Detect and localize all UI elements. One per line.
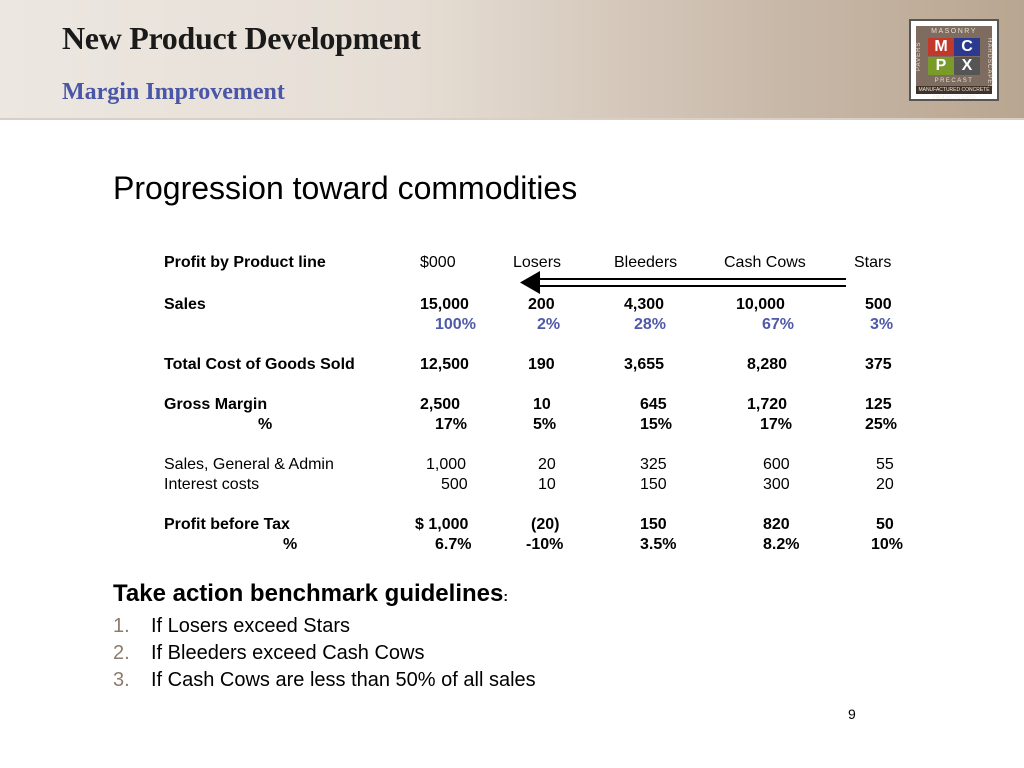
cogs-label: Total Cost of Goods Sold — [164, 356, 355, 373]
logo-tile-x: X — [954, 57, 980, 75]
sales-pct-cash-cows: 67% — [762, 316, 795, 333]
logo-right-text: HARDSCAPES — [986, 38, 992, 90]
guideline-item: 1. If Losers exceed Stars — [113, 615, 350, 638]
logo-tile-p: P — [928, 57, 954, 75]
left-arrow-icon — [520, 271, 846, 294]
table-header-unit: $000 — [420, 254, 456, 271]
gross-margin-total: 2,500 — [420, 396, 461, 413]
pbt-losers: (20) — [531, 516, 560, 533]
sga-label: Sales, General & Admin — [164, 456, 334, 473]
section-heading: Progression toward commodities — [113, 170, 578, 206]
gross-margin-label: Gross Margin — [164, 396, 268, 413]
guideline-item: 2. If Bleeders exceed Cash Cows — [113, 642, 424, 665]
sales-pct-total: 100% — [435, 316, 476, 333]
sales-pct-losers: 2% — [537, 316, 561, 333]
interest-total: 500 — [441, 476, 468, 493]
gross-margin-losers: 10 — [533, 396, 551, 413]
gross-margin-stars: 125 — [865, 396, 892, 413]
sga-bleeders: 325 — [640, 456, 667, 473]
pbt-label: Profit before Tax — [164, 516, 290, 533]
table-header-losers: Losers — [513, 254, 562, 271]
sga-cash-cows: 600 — [763, 456, 790, 473]
logo-body: MASONRY PAVERS HARDSCAPES M C P X PRECAS… — [916, 26, 992, 101]
sga-stars: 55 — [876, 456, 894, 473]
pbt-pct-total: 6.7% — [435, 536, 472, 553]
table-header-stars: Stars — [854, 254, 892, 271]
guideline-number: 1. — [113, 615, 130, 637]
logo-left-text: PAVERS — [916, 41, 922, 71]
gross-margin-pct-bleeders: 15% — [640, 416, 673, 433]
page-number: 9 — [848, 706, 856, 722]
gross-margin-pct-label: % — [258, 416, 273, 433]
gross-margin-cash-cows: 1,720 — [747, 396, 788, 413]
sales-pct-stars: 3% — [870, 316, 894, 333]
slide-title: New Product Development — [62, 20, 421, 56]
sga-losers: 20 — [538, 456, 556, 473]
pbt-pct-label: % — [283, 536, 298, 553]
interest-losers: 10 — [538, 476, 556, 493]
sga-total: 1,000 — [426, 456, 467, 473]
table-header-bleeders: Bleeders — [614, 254, 678, 271]
interest-bleeders: 150 — [640, 476, 667, 493]
pbt-bleeders: 150 — [640, 516, 667, 533]
gross-margin-bleeders: 645 — [640, 396, 667, 413]
table-header-label: Profit by Product line — [164, 254, 326, 271]
logo-tile-m: M — [928, 38, 954, 56]
sales-total: 15,000 — [420, 296, 469, 313]
pbt-pct-stars: 10% — [871, 536, 904, 553]
cogs-losers: 190 — [528, 356, 555, 373]
guideline-text: If Bleeders exceed Cash Cows — [151, 642, 425, 664]
gross-margin-pct-cash-cows: 17% — [760, 416, 793, 433]
guideline-item: 3. If Cash Cows are less than 50% of all … — [113, 669, 536, 692]
logo-top-text: MASONRY — [931, 28, 977, 35]
gross-margin-pct-stars: 25% — [865, 416, 898, 433]
pbt-total: $ 1,000 — [415, 516, 469, 533]
sales-stars: 500 — [865, 296, 892, 313]
logo-tile-c: C — [954, 38, 980, 56]
header-banner — [0, 0, 1024, 120]
interest-label: Interest costs — [164, 476, 260, 493]
sales-bleeders: 4,300 — [624, 296, 665, 313]
table-header-cash-cows: Cash Cows — [724, 254, 806, 271]
cogs-bleeders: 3,655 — [624, 356, 665, 373]
cogs-cash-cows: 8,280 — [747, 356, 788, 373]
gross-margin-pct-losers: 5% — [533, 416, 557, 433]
slide-subtitle: Margin Improvement — [62, 79, 285, 105]
cogs-total: 12,500 — [420, 356, 469, 373]
guideline-number: 2. — [113, 642, 130, 664]
cogs-stars: 375 — [865, 356, 892, 373]
guidelines-colon: : — [503, 588, 509, 604]
pbt-stars: 50 — [876, 516, 894, 533]
guidelines-title-text: Take action benchmark guidelines — [113, 580, 504, 607]
interest-stars: 20 — [876, 476, 894, 493]
guideline-number: 3. — [113, 669, 130, 691]
guidelines-title: Take action benchmark guidelines: — [113, 580, 508, 608]
pbt-pct-losers: -10% — [526, 536, 564, 553]
guideline-text: If Losers exceed Stars — [151, 615, 350, 637]
sales-losers: 200 — [528, 296, 555, 313]
pbt-pct-bleeders: 3.5% — [640, 536, 677, 553]
pbt-cash-cows: 820 — [763, 516, 790, 533]
mcpx-logo: MASONRY PAVERS HARDSCAPES M C P X PRECAS… — [909, 19, 999, 101]
sales-cash-cows: 10,000 — [736, 296, 785, 313]
gross-margin-pct-total: 17% — [435, 416, 468, 433]
sales-pct-bleeders: 28% — [634, 316, 667, 333]
sales-label: Sales — [164, 296, 206, 313]
interest-cash-cows: 300 — [763, 476, 790, 493]
header-divider — [0, 118, 1024, 120]
pbt-pct-cash-cows: 8.2% — [763, 536, 800, 553]
logo-footer-text: MANUFACTURED CONCRETE PRODUCTS EXPO — [916, 86, 992, 101]
guideline-text: If Cash Cows are less than 50% of all sa… — [151, 669, 536, 691]
logo-bottom-text: PRECAST — [934, 78, 974, 84]
